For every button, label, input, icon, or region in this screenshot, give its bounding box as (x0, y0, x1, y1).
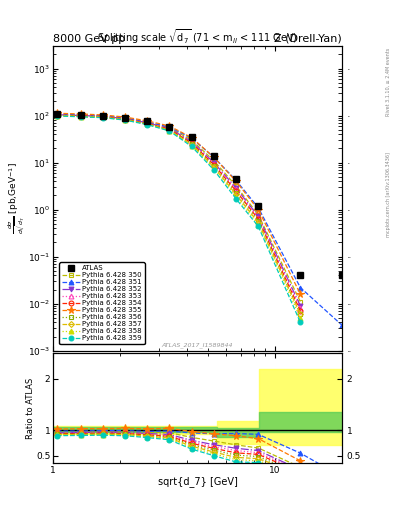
Text: Z (Drell-Yan): Z (Drell-Yan) (274, 33, 342, 44)
ATLAS (189, 134, 194, 140)
ATLAS (298, 272, 303, 279)
ATLAS (79, 112, 84, 118)
ATLAS (256, 203, 261, 209)
X-axis label: sqrt{d_7} [GeV]: sqrt{d_7} [GeV] (158, 477, 237, 487)
ATLAS (145, 118, 150, 124)
ATLAS (123, 115, 127, 121)
Line: ATLAS: ATLAS (54, 111, 345, 279)
Text: Rivet 3.1.10, ≥ 2.4M events: Rivet 3.1.10, ≥ 2.4M events (386, 48, 391, 116)
Text: 8000 GeV pp: 8000 GeV pp (53, 33, 125, 44)
Y-axis label: Ratio to ATLAS: Ratio to ATLAS (26, 378, 35, 439)
ATLAS (101, 113, 105, 119)
ATLAS (211, 153, 216, 159)
ATLAS (55, 111, 59, 117)
ATLAS (340, 272, 344, 279)
Legend: ATLAS, Pythia 6.428 350, Pythia 6.428 351, Pythia 6.428 352, Pythia 6.428 353, P: ATLAS, Pythia 6.428 350, Pythia 6.428 35… (59, 262, 145, 344)
ATLAS (167, 123, 172, 130)
Title: Splitting scale $\sqrt{\mathrm{d}_7}$ (71 < m$_{ll}$ < 111 GeV): Splitting scale $\sqrt{\mathrm{d}_7}$ (7… (97, 27, 298, 46)
Text: mcplots.cern.ch [arXiv:1306.3436]: mcplots.cern.ch [arXiv:1306.3436] (386, 152, 391, 237)
Y-axis label: $\frac{d\sigma}{d\sqrt{d_7}}$ [pb,GeV$^{-1}$]: $\frac{d\sigma}{d\sqrt{d_7}}$ [pb,GeV$^{… (7, 162, 27, 234)
ATLAS (234, 176, 239, 182)
Text: ATLAS_2017_I1589844: ATLAS_2017_I1589844 (162, 342, 233, 348)
